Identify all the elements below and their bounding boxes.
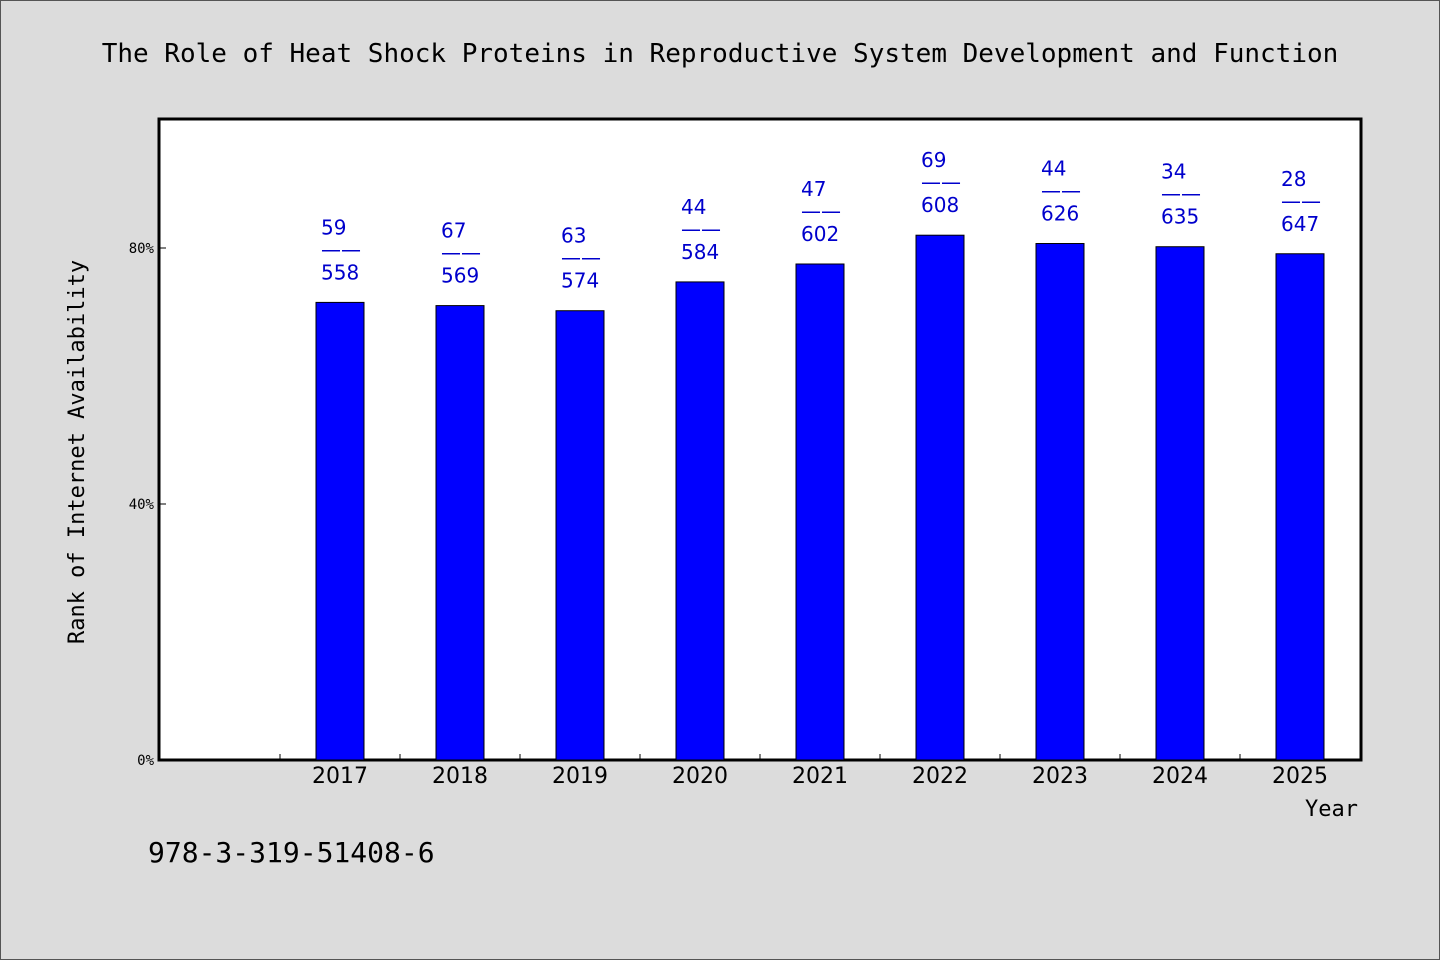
bars-layer [315,234,1325,761]
data-label-separator-2024: —— [1161,182,1201,206]
data-label-separator-2019: —— [561,246,601,270]
bar-2020 [675,281,725,761]
data-label-top-2025: 28 [1281,167,1306,191]
data-label-top-2017: 59 [321,215,346,239]
bar-2022 [915,234,965,761]
bar-2025 [1275,253,1325,761]
data-label-top-2018: 67 [441,219,466,243]
data-label-top-2021: 47 [801,177,826,201]
bar-2024 [1155,246,1205,761]
data-label-bottom-2023: 626 [1041,202,1079,226]
y-axis: 0% 40% 80% [129,241,166,769]
data-label-separator-2021: —— [801,199,841,223]
data-label-bottom-2024: 635 [1161,205,1199,229]
bar-2018 [435,305,485,761]
data-label-separator-2020: —— [681,217,721,241]
bar-2017 [315,301,365,761]
bar-2019 [555,310,605,761]
data-label-separator-2025: —— [1281,189,1321,213]
x-tick-label-2019: 2019 [552,764,608,789]
y-axis-title: Rank of Internet Availability [65,260,90,644]
x-tick-label-2024: 2024 [1152,764,1208,789]
data-labels-layer: 59——55867——56963——57444——58447——60269——6… [321,148,1321,293]
bar-2021 [795,263,845,761]
x-tick-label-2017: 2017 [312,764,368,789]
chart-title: The Role of Heat Shock Proteins in Repro… [102,39,1339,69]
data-label-top-2023: 44 [1041,157,1066,181]
data-label-bottom-2020: 584 [681,240,719,264]
x-tick-label-2020: 2020 [672,764,728,789]
data-label-separator-2022: —— [921,170,961,194]
y-tick-label-40pct: 40% [129,497,155,513]
data-label-bottom-2022: 608 [921,193,959,217]
data-label-top-2020: 44 [681,195,706,219]
data-label-bottom-2021: 602 [801,222,839,246]
data-label-top-2019: 63 [561,224,586,248]
x-tick-label-2018: 2018 [432,764,488,789]
x-tick-label-2022: 2022 [912,764,968,789]
x-axis-title: Year [1305,797,1358,822]
x-tick-label-2023: 2023 [1032,764,1088,789]
x-tick-label-2025: 2025 [1272,764,1328,789]
x-axis: 2017 2018 2019 2020 2021 2022 2023 2024 2025 [279,754,1361,789]
data-label-top-2022: 69 [921,148,946,172]
data-label-separator-2017: —— [321,237,361,261]
y-tick-label-0pct: 0% [137,753,154,769]
data-label-top-2024: 34 [1161,160,1186,184]
data-label-bottom-2017: 558 [321,260,359,284]
footnote-isbn: 978-3-319-51408-6 [148,836,435,869]
bar-2023 [1035,243,1085,761]
x-tick-label-2021: 2021 [792,764,848,789]
data-label-bottom-2019: 574 [561,269,599,293]
data-label-separator-2023: —— [1041,179,1081,203]
data-label-bottom-2025: 647 [1281,212,1319,236]
data-label-separator-2018: —— [441,241,481,265]
data-label-bottom-2018: 569 [441,264,479,288]
y-tick-label-80pct: 80% [129,241,155,257]
